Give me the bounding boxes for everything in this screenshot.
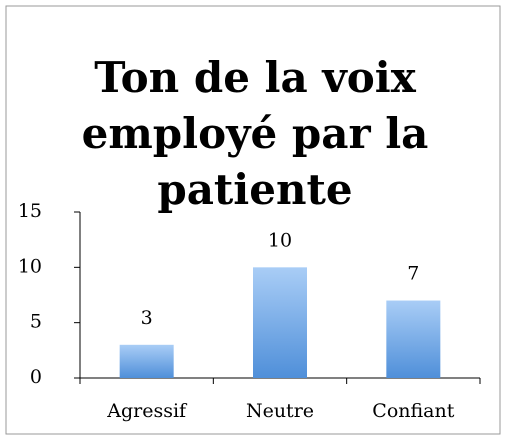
y-tick-label: 10: [18, 255, 42, 277]
x-tick-label: Agressif: [106, 400, 188, 422]
x-tick-label: Neutre: [246, 400, 314, 422]
data-label: 3: [141, 307, 153, 329]
chart-title: Ton de la voix employé par la patiente: [81, 53, 429, 214]
bar: [253, 267, 307, 378]
data-label: 7: [407, 263, 419, 285]
data-label: 10: [268, 229, 292, 251]
y-tick-label: 0: [30, 366, 42, 388]
y-tick-label: 5: [30, 311, 42, 333]
bar: [119, 344, 174, 378]
bar: [386, 300, 441, 378]
y-tick-label: 15: [18, 200, 42, 222]
x-tick-label: Confiant: [372, 400, 454, 422]
